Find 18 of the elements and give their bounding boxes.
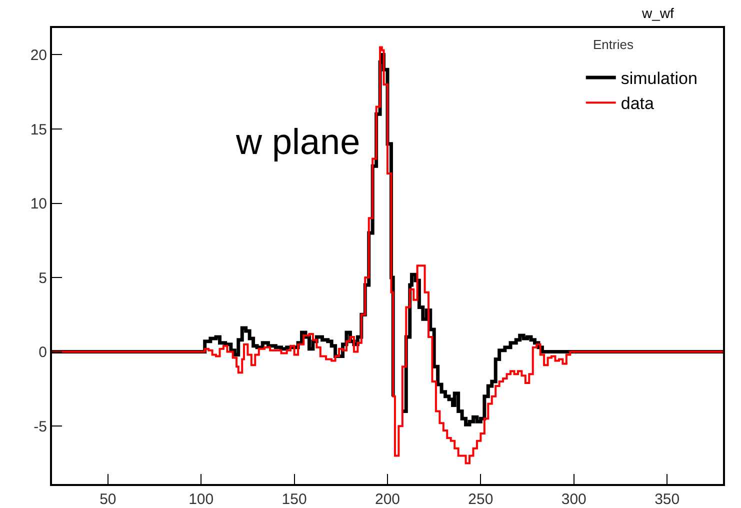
x-tick-label: 150	[282, 491, 307, 508]
y-tick-label: -5	[34, 418, 47, 436]
x-tick-label: 50	[100, 491, 116, 508]
x-tick-label: 250	[468, 491, 494, 508]
annotation: Entries	[593, 37, 634, 52]
x-tick-label: 300	[561, 491, 586, 508]
y-tick-label: 15	[30, 121, 47, 138]
legend-label: data	[620, 94, 654, 114]
text: w_wf	[641, 5, 674, 21]
y-tick-label: 0	[38, 344, 47, 362]
x-tick-label: 200	[374, 491, 400, 508]
y-tick-label: 5	[38, 270, 47, 287]
x-tick-label: 350	[654, 491, 680, 508]
y-tick-label: 20	[30, 46, 47, 64]
annotation: w plane	[235, 121, 360, 162]
legend-label: simulation	[620, 69, 698, 88]
x-tick-label: 100	[188, 491, 214, 508]
y-tick-label: 10	[30, 196, 47, 213]
